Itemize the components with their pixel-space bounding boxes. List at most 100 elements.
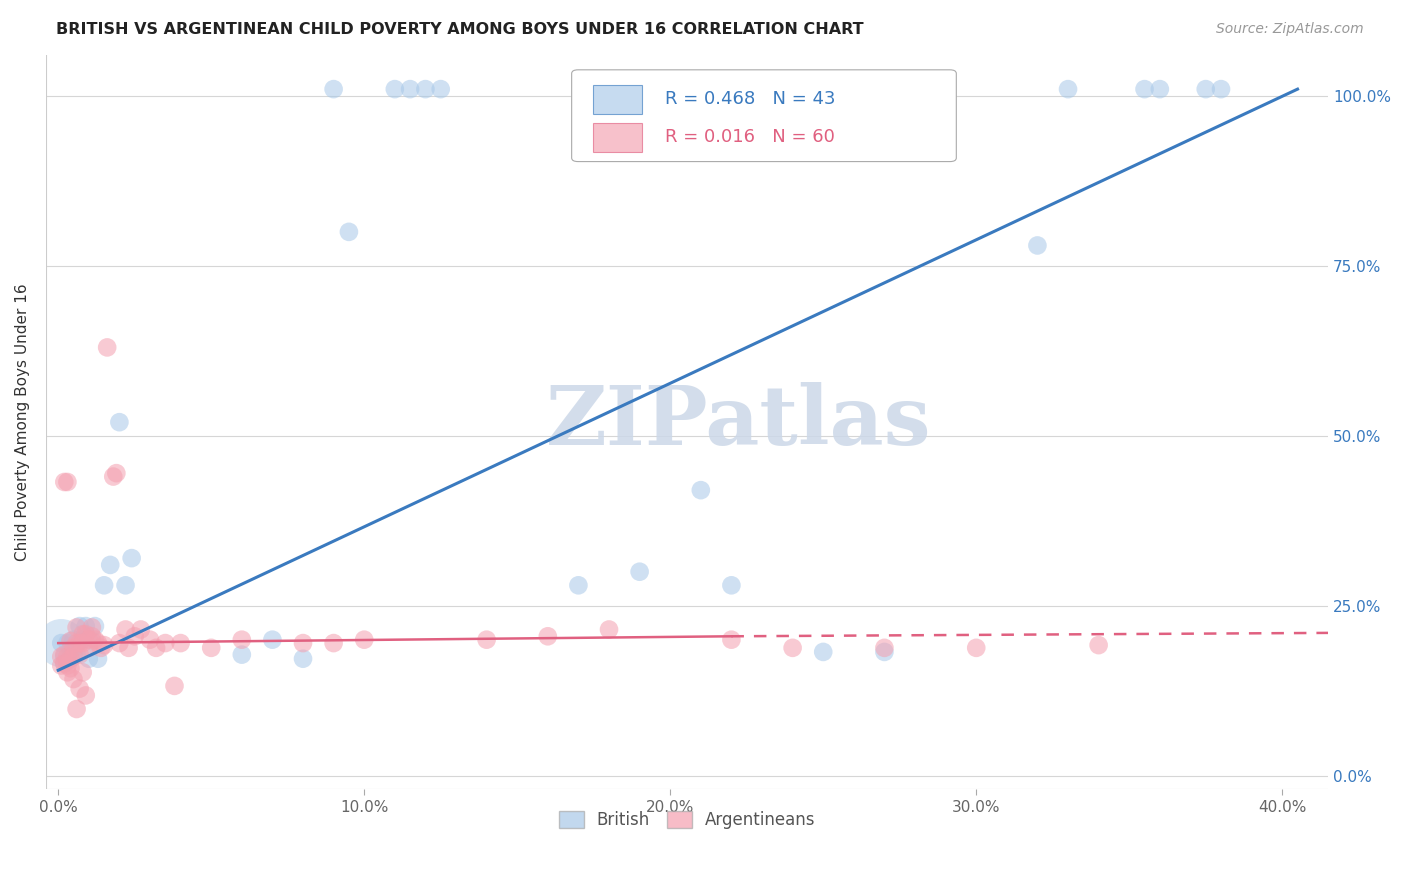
Point — [114, 578, 136, 592]
Point — [292, 636, 315, 650]
Point — [65, 648, 87, 662]
Point — [129, 623, 152, 637]
Point — [51, 636, 73, 650]
Point — [69, 648, 91, 662]
Point — [121, 551, 143, 566]
Point — [84, 619, 107, 633]
Point — [75, 627, 97, 641]
Point — [59, 651, 82, 665]
Point — [75, 619, 97, 633]
Point — [72, 665, 94, 680]
Point — [169, 636, 191, 650]
Point — [53, 648, 76, 662]
Point — [72, 632, 94, 647]
Point — [353, 632, 375, 647]
Point — [231, 632, 253, 647]
Point — [399, 82, 422, 96]
Point — [93, 638, 115, 652]
Point — [72, 627, 94, 641]
Point — [720, 578, 742, 592]
Point — [77, 640, 100, 655]
Point — [598, 623, 620, 637]
Point — [117, 640, 139, 655]
Point — [537, 629, 560, 643]
Point — [56, 649, 79, 664]
Point — [873, 640, 896, 655]
Point — [475, 632, 498, 647]
Point — [114, 623, 136, 637]
Point — [51, 649, 73, 664]
Point — [62, 640, 84, 655]
Point — [62, 632, 84, 647]
Point — [108, 636, 131, 650]
Point — [322, 82, 344, 96]
Text: R = 0.016   N = 60: R = 0.016 N = 60 — [665, 128, 835, 146]
Y-axis label: Child Poverty Among Boys Under 16: Child Poverty Among Boys Under 16 — [15, 284, 30, 561]
Point — [337, 225, 360, 239]
Point — [163, 679, 186, 693]
Point — [1209, 82, 1232, 96]
Point — [628, 565, 651, 579]
Point — [53, 657, 76, 671]
Point — [77, 651, 100, 665]
Point — [69, 636, 91, 650]
Point — [59, 651, 82, 665]
Point — [56, 475, 79, 489]
Point — [108, 415, 131, 429]
Point — [813, 645, 835, 659]
Point — [84, 632, 107, 647]
Point — [105, 466, 128, 480]
Point — [75, 689, 97, 703]
Point — [415, 82, 437, 96]
Point — [62, 648, 84, 662]
Point — [87, 636, 110, 650]
Text: R = 0.468   N = 43: R = 0.468 N = 43 — [665, 90, 835, 108]
Point — [429, 82, 451, 96]
Point — [1057, 82, 1080, 96]
Point — [59, 643, 82, 657]
Point — [93, 578, 115, 592]
Bar — [593, 85, 643, 114]
Point — [69, 619, 91, 633]
Point — [53, 657, 76, 671]
Point — [1133, 82, 1156, 96]
Point — [56, 636, 79, 650]
Text: ZIPatlas: ZIPatlas — [546, 382, 931, 462]
Point — [59, 661, 82, 675]
Point — [98, 558, 121, 572]
Point — [65, 636, 87, 650]
Point — [53, 475, 76, 489]
Point — [1087, 638, 1109, 652]
Legend: British, Argentineans: British, Argentineans — [551, 805, 823, 836]
Point — [720, 632, 742, 647]
Point — [69, 681, 91, 696]
Point — [56, 655, 79, 669]
Point — [139, 632, 162, 647]
Point — [1149, 82, 1171, 96]
Point — [231, 648, 253, 662]
Point — [965, 640, 987, 655]
Point — [56, 665, 79, 680]
Point — [873, 645, 896, 659]
Text: BRITISH VS ARGENTINEAN CHILD POVERTY AMONG BOYS UNDER 16 CORRELATION CHART: BRITISH VS ARGENTINEAN CHILD POVERTY AMO… — [56, 22, 863, 37]
Point — [1026, 238, 1049, 252]
Point — [65, 620, 87, 634]
Point — [53, 649, 76, 664]
Point — [262, 632, 284, 647]
Point — [124, 629, 146, 643]
Point — [322, 636, 344, 650]
Point — [145, 640, 167, 655]
Point — [51, 658, 73, 673]
Point — [689, 483, 711, 497]
Point — [1195, 82, 1218, 96]
Point — [80, 634, 103, 648]
Point — [96, 340, 118, 354]
Point — [72, 636, 94, 650]
Point — [103, 469, 125, 483]
Point — [200, 640, 222, 655]
Point — [80, 629, 103, 643]
Text: Source: ZipAtlas.com: Source: ZipAtlas.com — [1216, 22, 1364, 37]
Point — [56, 658, 79, 673]
Point — [90, 640, 112, 655]
Point — [87, 651, 110, 665]
